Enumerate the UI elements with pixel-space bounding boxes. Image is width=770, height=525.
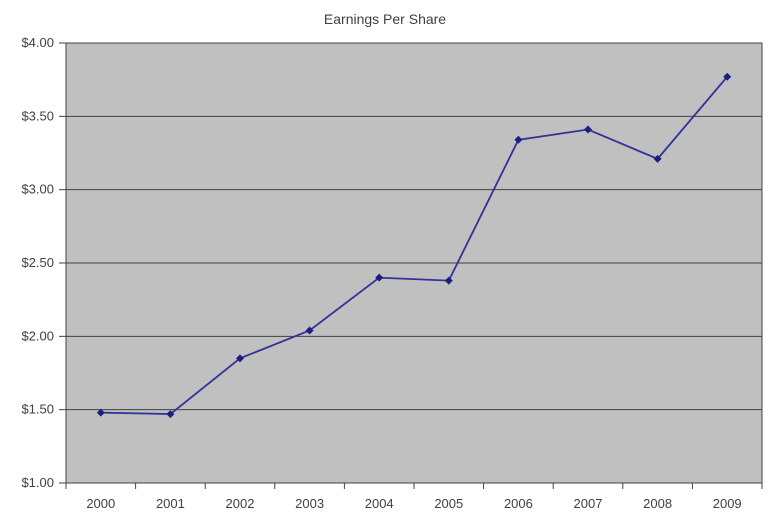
x-axis-label: 2000 bbox=[86, 496, 115, 511]
data-point-marker bbox=[584, 125, 592, 134]
data-point-marker bbox=[166, 410, 175, 419]
chart-title: Earnings Per Share bbox=[323, 11, 447, 27]
x-axis-label: 2001 bbox=[156, 496, 185, 511]
x-axis-label: 2003 bbox=[295, 496, 324, 511]
data-point-marker bbox=[305, 326, 314, 335]
x-axis-label: 2004 bbox=[365, 496, 394, 511]
x-axis-label: 2009 bbox=[713, 496, 742, 511]
data-point-marker bbox=[444, 276, 453, 285]
data-point-marker bbox=[653, 154, 662, 163]
series-line bbox=[100, 76, 728, 415]
x-axis-label: 2002 bbox=[226, 496, 255, 511]
x-axis-label: 2006 bbox=[504, 496, 533, 511]
plot-border bbox=[65, 42, 763, 484]
data-point-marker bbox=[514, 135, 523, 144]
data-point-marker bbox=[375, 273, 384, 282]
y-axis-label: $3.00 bbox=[21, 182, 54, 197]
data-point-marker bbox=[96, 408, 105, 417]
y-axis-label: $1.50 bbox=[21, 402, 54, 417]
y-axis-label: $1.00 bbox=[21, 475, 54, 490]
y-axis-label: $2.50 bbox=[21, 255, 54, 270]
y-axis-label: $2.00 bbox=[21, 328, 54, 343]
data-point-marker bbox=[723, 72, 732, 81]
x-axis-label: 2007 bbox=[574, 496, 603, 511]
y-axis-label: $3.50 bbox=[21, 108, 54, 123]
data-point-marker bbox=[236, 354, 244, 363]
x-axis-label: 2005 bbox=[434, 496, 463, 511]
x-axis-label: 2008 bbox=[643, 496, 672, 511]
y-axis-label: $4.00 bbox=[21, 35, 54, 50]
